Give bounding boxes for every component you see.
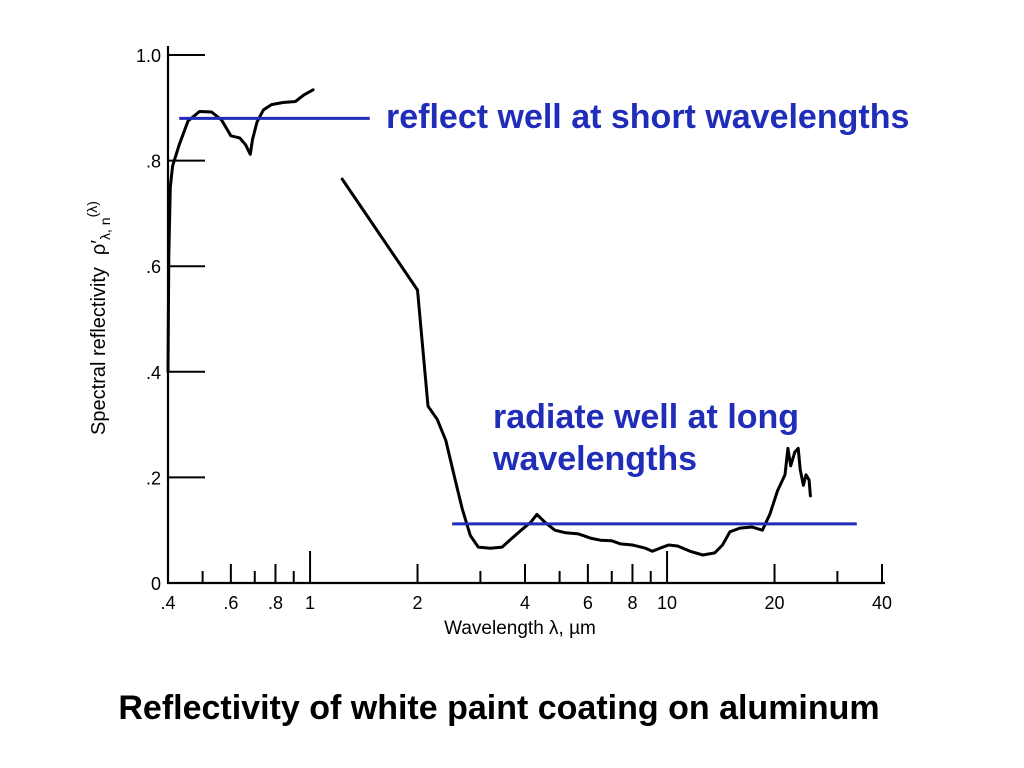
x-tick-label: 8 xyxy=(627,593,637,613)
y-axis-symbol-superscript: (λ) xyxy=(84,201,100,217)
annotation-text-line-2: wavelengths xyxy=(493,440,698,478)
tick-labels-group: 1.0.8.6.4.20.4.6.8 1 2 4 6 8 10 20 40 xyxy=(136,46,892,613)
x-tick-label: 20 xyxy=(765,593,785,613)
x-tick-label: 2 xyxy=(413,593,423,613)
curve-group xyxy=(166,88,812,557)
y-tick-label: .4 xyxy=(146,363,161,383)
x-tick-label: 1 xyxy=(305,593,315,613)
curve-segment xyxy=(166,88,315,374)
y-axis-label-text: Spectral reflectivity xyxy=(88,267,110,435)
x-axis-label: Wavelength λ, µm xyxy=(444,618,596,639)
annotation-text-line-1: radiate well at long xyxy=(493,398,800,436)
x-tick-label: .8 xyxy=(268,593,283,613)
y-tick-label: 1.0 xyxy=(136,46,161,66)
curve-segment xyxy=(340,177,812,557)
x-tick-label: 40 xyxy=(872,593,892,613)
y-axis-symbol-subscript: λ, n xyxy=(97,217,113,240)
annotation-text: reflect well at short wavelengths xyxy=(386,98,910,136)
x-tick-label: 10 xyxy=(657,593,677,613)
annotation-long-wavelengths: radiate well at long wavelengths xyxy=(493,396,799,480)
x-tick-label: 6 xyxy=(583,593,593,613)
y-tick-label: .2 xyxy=(146,468,161,488)
y-tick-label: .8 xyxy=(146,152,161,172)
y-axis-label: Spectral reflectivity ρ′λ, n(λ) xyxy=(84,201,113,435)
chart-title: Reflectivity of white paint coating on a… xyxy=(118,689,880,727)
y-axis-symbol: ρ′ xyxy=(88,240,110,255)
x-tick-label: .4 xyxy=(160,593,175,613)
x-tick-label: 4 xyxy=(520,593,530,613)
annotation-lines-group xyxy=(179,116,857,526)
y-tick-label: 0 xyxy=(151,574,161,594)
annotation-short-wavelengths: reflect well at short wavelengths xyxy=(386,96,909,138)
x-tick-label: .6 xyxy=(223,593,238,613)
y-tick-label: .6 xyxy=(146,257,161,277)
